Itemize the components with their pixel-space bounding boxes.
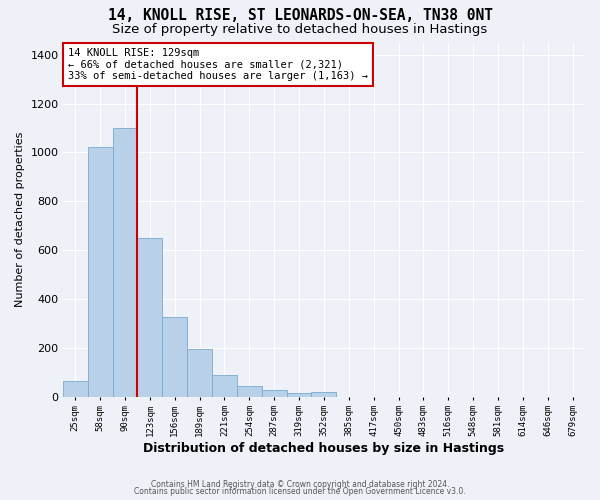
Text: Size of property relative to detached houses in Hastings: Size of property relative to detached ho… — [112, 22, 488, 36]
Text: Contains HM Land Registry data © Crown copyright and database right 2024.: Contains HM Land Registry data © Crown c… — [151, 480, 449, 489]
Y-axis label: Number of detached properties: Number of detached properties — [15, 132, 25, 307]
Bar — [311, 392, 337, 396]
Text: 14 KNOLL RISE: 129sqm
← 66% of detached houses are smaller (2,321)
33% of semi-d: 14 KNOLL RISE: 129sqm ← 66% of detached … — [68, 48, 368, 81]
Text: 14, KNOLL RISE, ST LEONARDS-ON-SEA, TN38 0NT: 14, KNOLL RISE, ST LEONARDS-ON-SEA, TN38… — [107, 8, 493, 22]
Bar — [187, 349, 212, 397]
Bar — [113, 128, 137, 396]
Bar — [237, 386, 262, 396]
Bar — [163, 317, 187, 396]
Bar — [287, 393, 311, 396]
Bar — [262, 390, 287, 396]
Bar — [212, 374, 237, 396]
Bar — [137, 238, 163, 396]
Text: Contains public sector information licensed under the Open Government Licence v3: Contains public sector information licen… — [134, 487, 466, 496]
X-axis label: Distribution of detached houses by size in Hastings: Distribution of detached houses by size … — [143, 442, 505, 455]
Bar — [63, 380, 88, 396]
Bar — [88, 148, 113, 396]
